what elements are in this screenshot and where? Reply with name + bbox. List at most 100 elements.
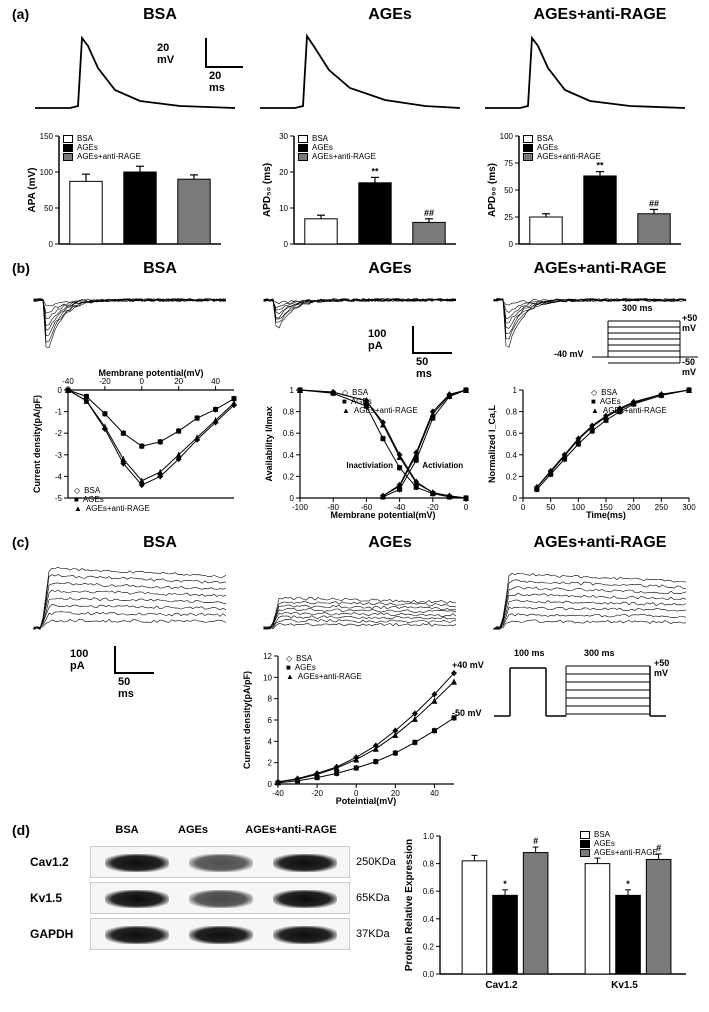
svg-text:0.2: 0.2 [506, 472, 518, 481]
scalebar-b-v: 100 pA [368, 328, 386, 352]
svg-text:0.4: 0.4 [423, 915, 435, 924]
svg-text:0.2: 0.2 [423, 942, 435, 951]
svg-text:##: ## [424, 208, 434, 218]
svg-text:50: 50 [44, 204, 53, 213]
svg-text:0: 0 [58, 386, 63, 395]
svg-text:-40: -40 [62, 377, 74, 386]
svg-text:Inactiviation: Inactiviation [346, 461, 393, 470]
svg-text:25: 25 [504, 213, 513, 222]
svg-text:*: * [503, 879, 507, 889]
svg-text:100: 100 [572, 503, 586, 512]
svg-text:100: 100 [40, 168, 54, 177]
svg-text:APD₅₀ (ms): APD₅₀ (ms) [262, 163, 273, 217]
lane-label-anti: AGEs+anti-RAGE [226, 824, 356, 836]
ap-trace-anti [480, 28, 690, 133]
svg-text:50: 50 [504, 186, 513, 195]
svg-text:40: 40 [430, 789, 439, 798]
svg-text:200: 200 [627, 503, 641, 512]
col-title-ages-b: AGEs [300, 260, 480, 278]
svg-text:0: 0 [284, 240, 289, 249]
svg-text:0.8: 0.8 [506, 408, 518, 417]
svg-text:1: 1 [513, 386, 518, 395]
svg-text:8: 8 [268, 695, 273, 704]
chart-iv-b: -40-2002040-5-4-3-2-10Membrane potential… [30, 382, 240, 527]
svg-text:0.6: 0.6 [283, 429, 295, 438]
panel-d-label: (d) [12, 822, 30, 838]
svg-text:0.4: 0.4 [283, 451, 295, 460]
blot-label-gapdh: GAPDH [30, 927, 84, 941]
svg-text:Current density(pA/pF): Current density(pA/pF) [242, 671, 252, 769]
col-title-bsa-b: BSA [70, 260, 250, 278]
col-title-ages-c: AGEs [300, 534, 480, 552]
svg-text:-1: -1 [55, 408, 63, 417]
scalebar-a-h: 20 ms [209, 70, 225, 94]
blot-label-cav1.2: Cav1.2 [30, 855, 84, 869]
svg-text:Cav1.2: Cav1.2 [485, 980, 518, 991]
svg-text:Membrane potential(mV): Membrane potential(mV) [98, 368, 203, 378]
svg-text:10: 10 [263, 673, 272, 682]
svg-text:30: 30 [279, 132, 288, 141]
kda-kv1.5: 65KDa [356, 892, 390, 904]
col-title-ages-a: AGEs [300, 6, 480, 24]
ica-trace-bsa [30, 282, 230, 377]
svg-text:40: 40 [211, 377, 220, 386]
svg-text:Membrane potential(mV): Membrane potential(mV) [330, 510, 435, 520]
col-title-anti-b: AGEs+anti-RAGE [490, 260, 709, 278]
col-title-bsa-c: BSA [70, 534, 250, 552]
svg-text:0: 0 [290, 494, 295, 503]
panel-c-label: (c) [12, 534, 29, 550]
svg-text:20: 20 [279, 168, 288, 177]
svg-text:4: 4 [268, 737, 273, 746]
svg-text:0.2: 0.2 [283, 472, 295, 481]
protocol-c-pretop: +40 mV [452, 660, 484, 670]
panel-a-label: (a) [12, 6, 29, 22]
protocol-b-top: +50 mV [682, 313, 700, 333]
ikur-trace-ages [260, 556, 460, 641]
svg-text:-40: -40 [272, 789, 284, 798]
svg-text:2: 2 [268, 759, 273, 768]
chart-recovery-b: 05010015020025030000.20.40.60.81Time(ms)… [485, 382, 695, 527]
scalebar-c-v: 100 pA [70, 648, 88, 672]
svg-text:0: 0 [49, 240, 54, 249]
svg-text:**: ** [596, 161, 604, 171]
svg-text:Protein Relative Expression: Protein Relative Expression [404, 839, 415, 971]
svg-text:1.0: 1.0 [423, 832, 435, 841]
svg-text:-2: -2 [55, 429, 63, 438]
ap-trace-ages [255, 28, 465, 133]
svg-text:-4: -4 [55, 472, 63, 481]
svg-text:Current density(pA/pF): Current density(pA/pF) [32, 395, 42, 493]
kda-cav1.2: 250KDa [356, 856, 396, 868]
chart-avail-b: -100-80-60-40-20000.20.40.60.81Membrane … [262, 382, 472, 527]
svg-text:0.6: 0.6 [423, 887, 435, 896]
blot-lane-labels: BSA AGEs AGEs+anti-RAGE [94, 824, 356, 836]
svg-text:0.6: 0.6 [506, 429, 518, 438]
svg-text:Normalized I_Ca,L: Normalized I_Ca,L [487, 404, 497, 483]
svg-text:APA (mV): APA (mV) [27, 168, 38, 213]
protocol-c-predur: 100 ms [514, 648, 545, 658]
svg-text:250: 250 [655, 503, 669, 512]
svg-text:20: 20 [174, 377, 183, 386]
svg-text:*: * [626, 879, 630, 889]
svg-text:-20: -20 [311, 789, 323, 798]
svg-text:0: 0 [509, 240, 514, 249]
panel-b-label: (b) [12, 260, 30, 276]
western-blots: Cav1.2250KDaKv1.565KDaGAPDH37KDa [30, 846, 396, 954]
svg-text:0: 0 [464, 503, 469, 512]
svg-text:**: ** [371, 166, 379, 176]
chart-iv-c: -40-2002040024681012Poteintial(mV)Curren… [240, 648, 460, 813]
scalebar-b-h: 50 ms [416, 356, 432, 380]
scalebar-c-h: 50 ms [118, 676, 134, 700]
svg-text:0: 0 [513, 494, 518, 503]
svg-text:Kv1.5: Kv1.5 [611, 980, 638, 991]
svg-text:150: 150 [40, 132, 54, 141]
svg-text:6: 6 [268, 716, 273, 725]
barchart-apa: 050100150APA (mV)BSAAGEsAGEs+anti-RAGE [25, 132, 225, 255]
protocol-c: 100 ms 300 ms +40 mV +50 mV -50 mV [490, 660, 670, 735]
kda-gapdh: 37KDa [356, 928, 390, 940]
lane-label-ages: AGEs [160, 824, 226, 836]
col-title-anti-c: AGEs+anti-RAGE [490, 534, 709, 552]
svg-text:12: 12 [263, 652, 272, 661]
svg-text:0: 0 [268, 780, 273, 789]
lane-label-bsa: BSA [94, 824, 160, 836]
svg-text:Time(ms): Time(ms) [586, 510, 626, 520]
